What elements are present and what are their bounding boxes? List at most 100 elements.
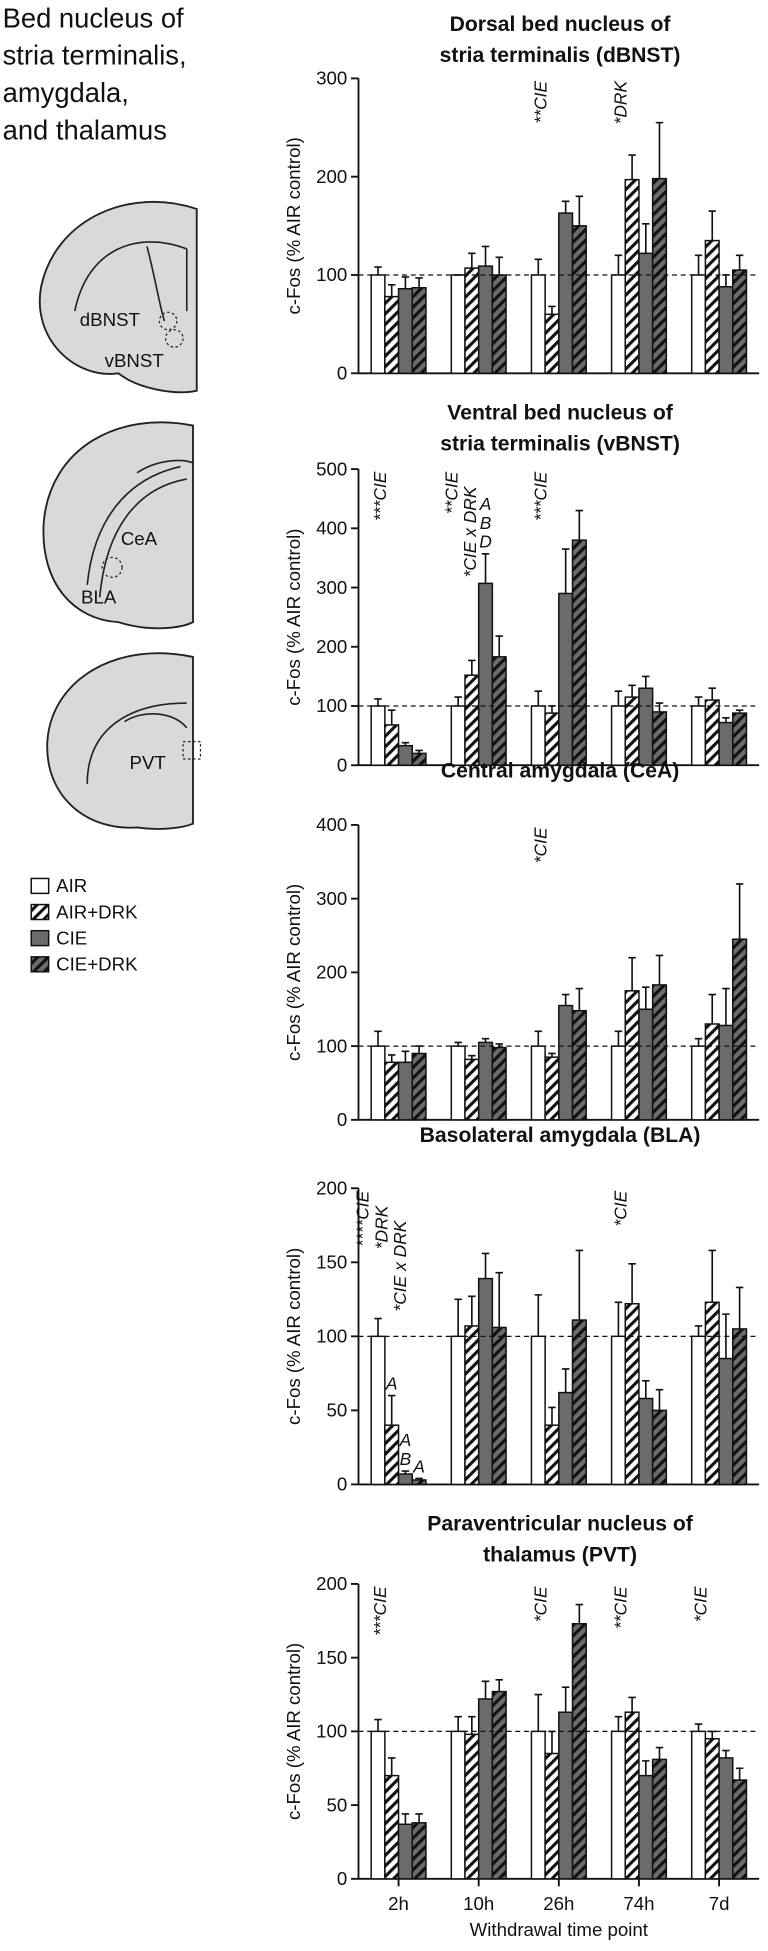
x-tick-label: 2h: [388, 1893, 409, 1914]
y-tick-label: 200: [316, 636, 347, 657]
error-bar: [534, 1030, 543, 1047]
error-bar: [735, 254, 744, 271]
error-bar: [642, 1760, 650, 1776]
error-bar: [548, 705, 556, 714]
error-bar: [374, 1317, 382, 1337]
error-bar: [495, 256, 503, 275]
error-bar: [614, 1715, 623, 1732]
bar: [651, 711, 668, 766]
error-bar: [735, 1286, 744, 1329]
significance-letter: A: [399, 1430, 412, 1450]
error-bar: [655, 1388, 664, 1411]
y-axis-label: c-Fos (% AIR control): [283, 529, 304, 706]
bar: [704, 699, 720, 766]
error-bar: [481, 1680, 490, 1699]
error-bar: [401, 1813, 410, 1825]
y-tick-label: 300: [316, 68, 347, 89]
error-bar: [415, 1045, 423, 1054]
error-bar: [655, 702, 664, 712]
error-bar: [614, 1030, 623, 1047]
bar: [558, 212, 574, 375]
bar: [690, 705, 707, 766]
y-tick-label: 0: [337, 1474, 347, 1495]
group-note: *CIE x DRK: [390, 1219, 410, 1311]
x-tick-label: 10h: [463, 1893, 494, 1914]
chart-title: stria terminalis (dBNST): [440, 44, 681, 67]
bar: [397, 744, 413, 766]
bar: [384, 724, 400, 766]
region-label: vBNST: [105, 350, 164, 371]
error-bar: [722, 717, 730, 723]
bar: [384, 1061, 400, 1121]
error-bar: [561, 200, 570, 214]
bar: [411, 287, 427, 375]
bar: [624, 1303, 640, 1486]
bar: [370, 1730, 386, 1880]
error-bar: [401, 1470, 410, 1475]
significance-letter: A: [479, 494, 492, 514]
title-line: and thalamus: [3, 114, 167, 145]
bar: [477, 582, 494, 766]
bar: [491, 1690, 507, 1880]
legend-swatch: [30, 929, 50, 947]
error-bar: [481, 1037, 490, 1043]
error-bar: [495, 1678, 503, 1692]
bar: [651, 1409, 668, 1486]
group-note: *CIE x DRK: [460, 485, 480, 577]
error-bar: [387, 709, 396, 725]
y-tick-label: 100: [316, 695, 347, 716]
error-bar: [655, 954, 664, 985]
bar: [491, 1046, 507, 1121]
error-bar: [575, 509, 584, 541]
error-bar: [642, 986, 650, 1010]
y-tick-label: 500: [316, 458, 347, 479]
error-bar: [415, 749, 423, 754]
error-bar: [548, 1730, 556, 1754]
error-bar: [387, 1054, 396, 1063]
error-bar: [468, 659, 476, 676]
error-bar: [548, 1052, 556, 1058]
error-bar: [722, 987, 730, 1026]
y-axis-label: c-Fos (% AIR control): [283, 1643, 304, 1820]
error-bar: [374, 1030, 382, 1047]
significance-letter: D: [479, 532, 492, 552]
error-bar: [735, 709, 744, 714]
significance-letter: B: [480, 513, 492, 533]
error-bar: [401, 276, 410, 289]
legend-label: AIR: [56, 875, 87, 896]
bar: [624, 990, 640, 1121]
error-bar: [481, 552, 490, 584]
error-bar: [655, 121, 664, 179]
y-tick-label: 100: [316, 1721, 347, 1742]
error-bar: [415, 277, 423, 288]
bar: [624, 1711, 640, 1880]
error-bar: [468, 1295, 476, 1326]
y-tick-label: 100: [316, 1326, 347, 1347]
bar: [624, 696, 640, 766]
bar: [370, 1045, 386, 1121]
bar: [370, 705, 386, 766]
error-bar: [708, 1730, 716, 1739]
x-axis-label: Withdrawal time point: [470, 1919, 649, 1940]
error-bar: [387, 1757, 396, 1776]
bar: [544, 313, 560, 375]
legend-label: AIR+DRK: [56, 901, 138, 922]
bar: [571, 1319, 587, 1486]
group-note: ***CIE: [530, 471, 550, 521]
bar: [558, 1004, 574, 1121]
error-bar: [628, 154, 636, 180]
y-tick-label: 400: [316, 518, 347, 539]
y-tick-label: 300: [316, 577, 347, 598]
bar: [571, 1623, 587, 1880]
bar: [610, 1730, 627, 1880]
error-bar: [374, 698, 382, 706]
bar: [718, 1757, 734, 1880]
group-note: **CIE: [611, 1586, 631, 1629]
bar: [704, 239, 720, 375]
region-label: CeA: [121, 528, 158, 549]
bar: [624, 178, 640, 375]
bar: [397, 1473, 413, 1486]
bar: [464, 1058, 480, 1121]
bar: [491, 274, 507, 375]
bar: [690, 1730, 707, 1880]
